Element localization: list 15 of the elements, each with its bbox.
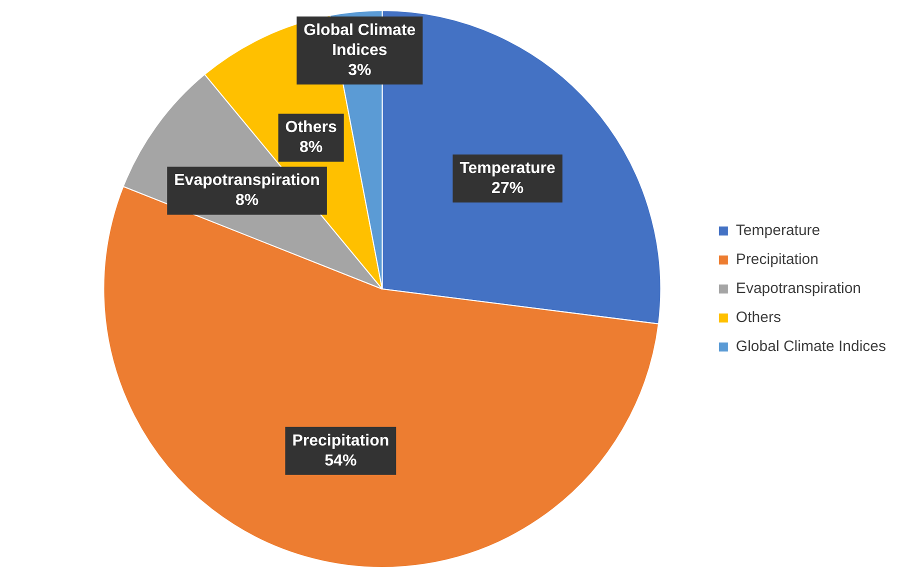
slice-label: Precipitation: [292, 432, 390, 450]
legend-label: Precipitation: [736, 251, 818, 268]
legend-label: Others: [736, 309, 781, 326]
data-label: 3%: [348, 62, 372, 79]
slice-label: Temperature: [460, 160, 556, 177]
legend-label: Evapotranspiration: [736, 280, 862, 298]
slice-label: Global Climate Indices: [304, 22, 416, 59]
data-label: 8%: [235, 192, 259, 210]
legend-label: Global Climate Indices: [736, 338, 886, 356]
legend-label: Temperature: [736, 222, 820, 240]
data-label: 8%: [300, 139, 323, 156]
data-label: 54%: [324, 452, 357, 470]
slice-label: Others: [285, 119, 337, 136]
data-label: 27%: [492, 180, 524, 197]
slice-label: Evapotranspiration: [174, 172, 320, 190]
